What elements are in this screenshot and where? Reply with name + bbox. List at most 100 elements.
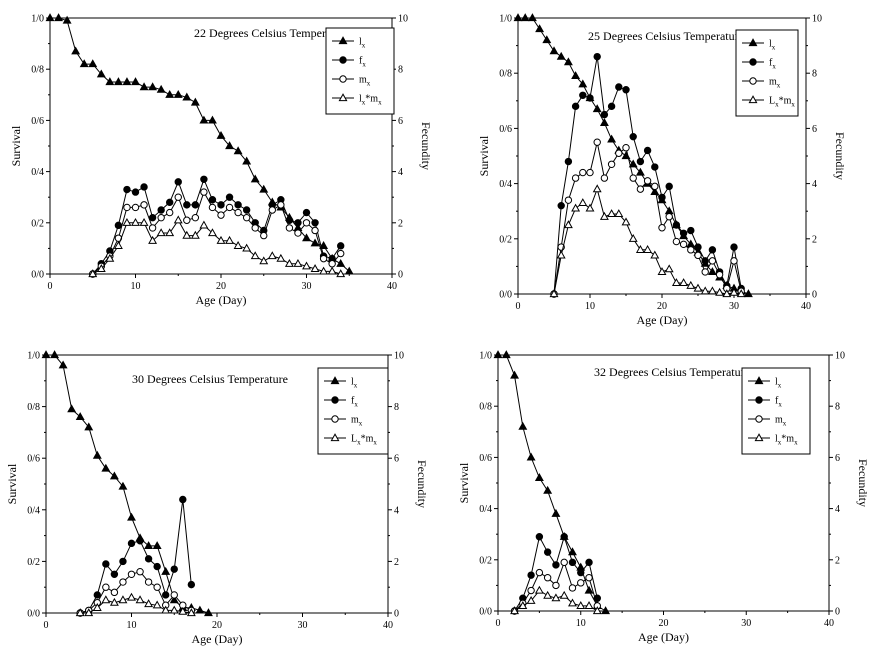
y-tick-label: 0/8 [479,402,492,413]
data-point [67,404,77,413]
chart-25c: 0 10 20 30 40 0/0 0/2 0/4 0/6 0/8 1/0 0 2 4 6 8 10 Age (D… [477,13,847,327]
legend-label-part: x [362,99,366,107]
data-point [200,175,208,183]
data-point [527,571,535,579]
data-point [148,213,157,222]
series-line [80,499,192,614]
data-point [664,264,674,273]
data-point [563,57,573,66]
series-line [498,354,606,612]
data-point [615,83,623,91]
y2-axis-label: Fecundity [419,122,433,170]
legend-label: lx [775,377,782,390]
legend-marker [339,56,347,64]
data-point [599,118,609,126]
y-tick-label: 0/0 [31,270,44,281]
data-point [105,77,115,86]
data-point [730,243,738,251]
data-point [510,370,520,379]
data-point [302,261,311,270]
data-point [135,595,145,604]
data-point [658,224,666,232]
data-point [179,495,187,504]
y-tick-label: 0/2 [31,218,44,229]
legend-label-part: *m [781,434,794,445]
legend-label-part: x [794,439,798,447]
data-point [700,286,710,295]
y-tick-label: 0/4 [479,504,492,515]
data-point [526,595,536,604]
data-point [579,91,587,99]
y2-tick-label: 8 [394,402,399,413]
data-point [293,258,303,267]
data-point [191,201,200,209]
y-tick-label: 0/6 [31,116,44,127]
x-tick-label: 10 [131,281,141,292]
data-point [510,606,520,615]
data-point [571,102,580,111]
x-tick-label: 40 [801,301,811,312]
legend-label-part: f [359,56,363,67]
data-point [628,233,638,242]
data-point [96,264,106,272]
data-point [225,235,235,244]
legend-label-part: x [373,439,377,447]
data-point [217,211,225,219]
legend-label-part: x [378,99,382,107]
data-point [568,584,577,592]
data-point [174,178,182,186]
data-point [113,77,123,86]
y2-tick-label: 0 [835,607,840,618]
chart-title: 25 Degrees Celsius Temperature [588,29,744,43]
data-point [585,203,595,212]
y-tick-label: 0/0 [27,609,40,620]
data-point [207,115,217,124]
data-point [344,266,354,275]
data-point [118,595,128,604]
y-tick-label: 1/0 [479,351,492,362]
data-point [225,141,235,150]
series-lx [513,13,753,298]
data-point [225,203,234,212]
chart-title: 22 Degrees Celsius Temperature [194,26,350,40]
legend-label: fx [769,58,776,71]
data-point [493,350,503,359]
data-point [600,110,609,119]
data-point [250,174,260,183]
data-point [592,184,602,193]
data-point [277,201,285,209]
series-lx [45,13,354,275]
data-point [242,243,252,252]
legend-label-part: x [783,420,787,428]
data-point [233,241,243,249]
data-point [743,289,753,298]
data-point [182,230,192,239]
data-point [526,452,536,461]
data-point [578,198,588,207]
y2-tick-label: 0 [398,270,403,281]
data-point [513,13,523,22]
y2-tick-label: 2 [812,234,817,245]
legend-label-part: x [367,80,371,88]
data-point [579,168,587,177]
data-point [45,13,55,22]
legend-label-part: l [775,377,778,388]
data-point [672,237,681,246]
data-point [136,537,144,545]
legend-label-part: x [772,63,776,71]
data-point [679,278,689,287]
data-point [102,560,110,568]
y-tick-label: 0/0 [499,290,512,301]
data-point [650,187,660,195]
data-point [169,595,179,604]
y-tick-label: 1/0 [27,351,40,362]
data-point [157,206,165,214]
data-point [131,217,140,226]
series-line [46,354,209,614]
x-axis-label: Age (Day) [196,293,247,307]
data-point [200,188,208,196]
data-point [119,557,127,566]
series-lx-mx [88,215,346,278]
data-point [50,350,60,359]
x-tick-label: 0 [48,281,53,292]
